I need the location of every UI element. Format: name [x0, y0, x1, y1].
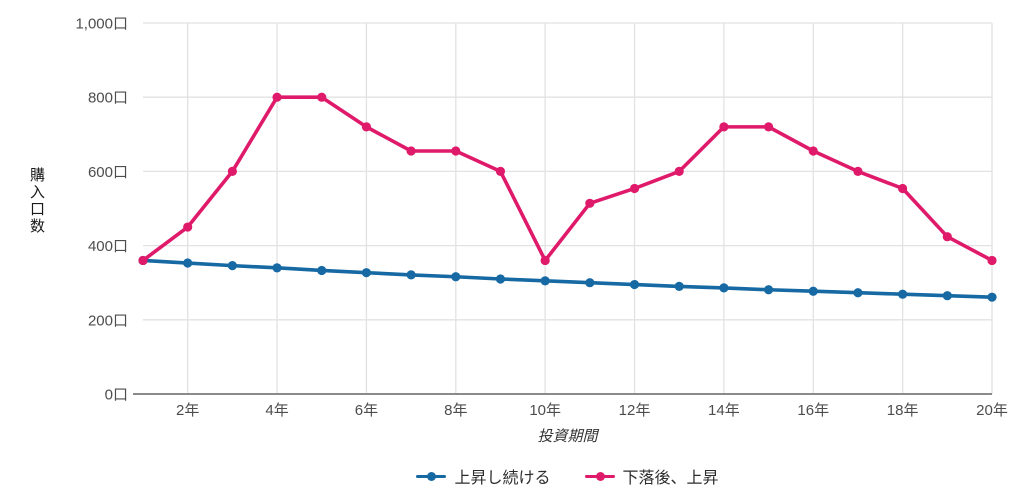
data-point-marker: [406, 146, 416, 156]
data-point-marker: [629, 279, 640, 290]
legend-line-dot-icon: [584, 471, 615, 481]
data-point-marker: [317, 265, 327, 276]
legend-item-label: 下落後、上昇: [622, 470, 719, 487]
legend-line-dot-icon: [416, 471, 447, 481]
data-point-marker: [540, 276, 550, 286]
data-point-marker: [898, 183, 908, 194]
data-point-marker: [451, 272, 461, 282]
data-point-marker: [674, 281, 684, 292]
data-point-marker: [719, 283, 729, 293]
legend-item-label: 上昇し続ける: [454, 470, 551, 487]
x-tick-label: 20年: [976, 402, 1008, 419]
data-point-marker: [361, 122, 372, 132]
x-axis-title: 投資期間: [537, 428, 598, 445]
data-point-marker: [361, 268, 372, 278]
data-point-marker: [808, 286, 818, 296]
y-tick-label: 600口: [88, 164, 128, 181]
y-tick-label: 0口: [105, 387, 128, 404]
data-point-marker: [942, 291, 952, 301]
y-tick-label: 1,000口: [75, 16, 128, 33]
data-point-marker: [763, 122, 774, 132]
data-point-marker: [227, 261, 237, 271]
data-point-marker: [495, 166, 506, 176]
data-point-marker: [540, 255, 550, 266]
y-tick-label: 200口: [88, 312, 128, 329]
data-point-marker: [987, 255, 997, 266]
data-point-marker: [585, 198, 595, 208]
x-tick-label: 12年: [619, 402, 651, 419]
data-point-marker: [317, 92, 327, 102]
y-tick-label: 800口: [88, 90, 128, 107]
data-point-marker: [898, 289, 908, 299]
chart-legend: 上昇し続ける 下落後、上昇: [143, 464, 992, 488]
x-tick-label: 2年: [176, 402, 199, 419]
data-point-marker: [183, 222, 193, 232]
x-tick-label: 18年: [887, 402, 919, 419]
data-point-marker: [719, 122, 729, 132]
data-point-marker: [406, 270, 416, 280]
data-point-marker: [674, 166, 684, 176]
x-tick-label: 14年: [708, 402, 740, 419]
x-tick-label: 4年: [265, 402, 288, 419]
data-point-marker: [942, 232, 952, 242]
x-tick-label: 16年: [797, 402, 829, 419]
data-point-marker: [808, 146, 818, 156]
x-tick-label: 8年: [444, 402, 467, 419]
data-point-marker: [853, 288, 863, 298]
series-line: [141, 258, 994, 299]
legend-item: 上昇し続ける: [416, 464, 551, 488]
data-point-marker: [495, 274, 506, 284]
series-line: [141, 95, 994, 263]
x-tick-label: 6年: [355, 402, 378, 419]
legend-item: 下落後、上昇: [584, 464, 719, 488]
data-point-marker: [987, 292, 997, 302]
data-point-marker: [272, 92, 282, 102]
data-point-marker: [853, 166, 863, 176]
y-tick-label: 400口: [88, 238, 128, 255]
data-point-marker: [585, 278, 595, 288]
data-point-marker: [629, 183, 640, 194]
data-point-marker: [227, 166, 237, 176]
data-point-marker: [451, 146, 461, 156]
data-point-marker: [763, 285, 774, 295]
data-point-marker: [183, 258, 193, 268]
x-tick-label: 10年: [529, 402, 561, 419]
y-axis-title: 購入口数: [28, 167, 45, 235]
data-point-marker: [272, 263, 282, 273]
data-point-marker: [138, 255, 148, 266]
